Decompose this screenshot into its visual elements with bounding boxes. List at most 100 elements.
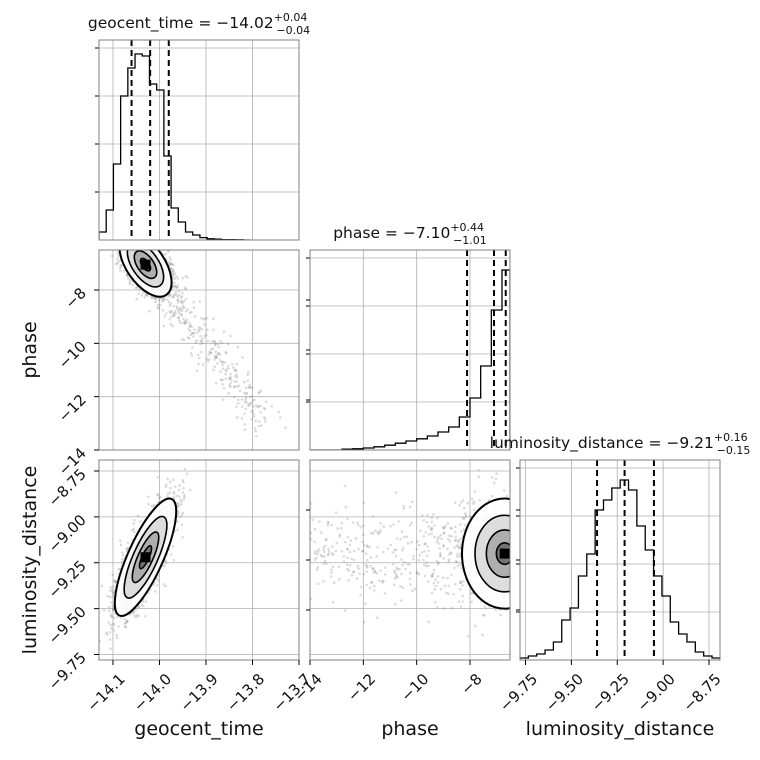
scatter-point	[417, 572, 421, 576]
contour-line	[495, 542, 510, 566]
title-value: luminosity_distance = −9.21	[490, 434, 714, 453]
scatter-point	[499, 613, 502, 617]
scatter-point	[177, 316, 180, 320]
scatter-point	[445, 591, 448, 595]
scatter-point	[117, 260, 120, 263]
scatter-point	[213, 355, 216, 358]
scatter-point	[369, 564, 372, 568]
scatter-point	[215, 355, 218, 359]
scatter-point	[517, 589, 520, 592]
scatter-point	[375, 571, 379, 575]
scatter-point	[279, 416, 282, 419]
scatter-point	[402, 507, 406, 510]
scatter-point	[132, 245, 135, 248]
scatter-point	[173, 284, 177, 288]
scatter-point	[177, 293, 181, 297]
scatter-point	[334, 549, 338, 553]
scatter-point	[443, 607, 446, 610]
scatter-point	[137, 247, 140, 250]
scatter-point	[262, 407, 266, 410]
scatter-point	[220, 360, 224, 364]
scatter-point	[434, 584, 438, 588]
scatter-point	[157, 306, 160, 310]
scatter-point	[226, 367, 230, 370]
scatter-point	[449, 551, 452, 554]
scatter-point	[105, 632, 109, 636]
scatter-point	[190, 310, 193, 314]
scatter-point	[183, 321, 187, 325]
contour-line	[113, 497, 178, 617]
scatter-point	[348, 564, 352, 567]
scatter-point	[178, 484, 181, 487]
scatter-point	[209, 351, 213, 355]
scatter-point	[233, 369, 237, 373]
scatter-point	[436, 575, 440, 578]
scatter-point	[139, 245, 142, 248]
scatter-point	[382, 550, 385, 554]
scatter-point	[121, 554, 125, 557]
scatter-point	[512, 553, 515, 556]
scatter-point	[455, 560, 459, 563]
scatter-point	[128, 280, 131, 284]
scatter-point	[494, 477, 498, 481]
scatter-point	[106, 594, 109, 598]
scatter-point	[421, 514, 424, 517]
scatter-point	[180, 312, 183, 316]
scatter-point	[164, 559, 167, 562]
scatter-point	[181, 307, 184, 310]
scatter-point	[180, 300, 183, 304]
scatter-point	[513, 538, 516, 541]
scatter-point	[432, 568, 436, 572]
scatter-point	[111, 607, 115, 611]
scatter-point	[461, 594, 465, 598]
scatter-point	[172, 314, 176, 317]
scatter-point	[170, 315, 173, 318]
scatter-point	[164, 253, 168, 256]
scatter-point	[229, 334, 232, 338]
scatter-point	[459, 537, 462, 541]
panel-background	[310, 250, 510, 450]
scatter-point	[102, 608, 106, 612]
scatter-point	[155, 245, 158, 248]
scatter-point	[136, 245, 139, 248]
scatter-point	[513, 541, 516, 544]
scatter-point	[125, 547, 129, 550]
scatter-point	[462, 528, 466, 531]
scatter-point	[378, 529, 382, 532]
scatter-point	[515, 535, 518, 538]
scatter-point	[131, 243, 134, 246]
scatter-point	[221, 383, 224, 386]
scatter-point	[180, 523, 184, 526]
scatter-point	[181, 511, 185, 515]
scatter-point	[422, 558, 425, 562]
scatter-point	[435, 540, 439, 544]
scatter-point	[400, 549, 404, 552]
scatter-point	[192, 335, 195, 338]
scatter-point	[233, 380, 237, 383]
scatter-point	[165, 312, 168, 315]
scatter-point	[443, 584, 447, 588]
scatter-point	[253, 398, 256, 402]
scatter-point	[513, 538, 516, 541]
scatter-point	[148, 243, 151, 246]
scatter-point	[108, 638, 112, 641]
scatter-point	[400, 599, 403, 602]
scatter-point	[191, 331, 195, 335]
scatter-point	[241, 356, 244, 359]
scatter-point	[136, 514, 140, 517]
scatter-point	[129, 242, 132, 245]
scatter-point	[477, 475, 481, 479]
scatter-point	[145, 246, 148, 249]
scatter-point	[182, 338, 186, 342]
scatter-point	[431, 572, 435, 575]
scatter-point	[177, 309, 181, 313]
scatter-point	[181, 536, 184, 539]
scatter-point	[470, 600, 474, 604]
scatter-point	[134, 242, 137, 245]
scatter-point	[142, 245, 145, 248]
scatter-point	[173, 485, 177, 489]
scatter-point	[114, 580, 117, 583]
scatter-point	[453, 501, 457, 504]
scatter-point	[515, 565, 518, 568]
scatter-point	[313, 552, 317, 555]
